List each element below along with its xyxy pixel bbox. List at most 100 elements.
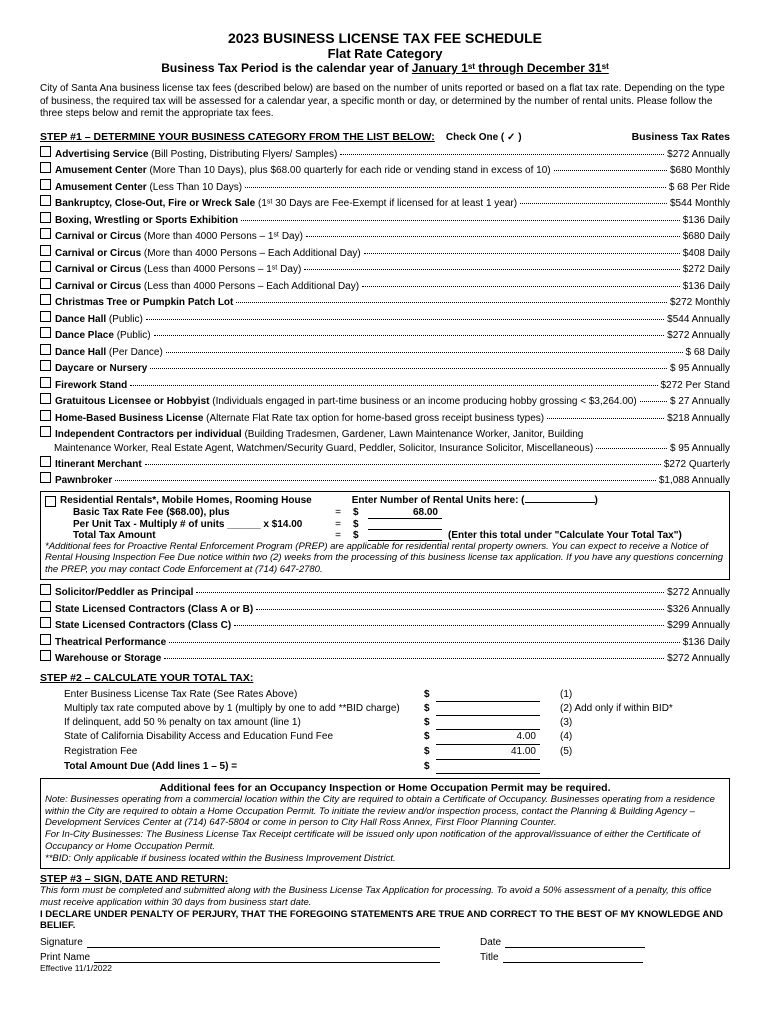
printname-field[interactable]: [94, 962, 440, 963]
item-name: Dance Hall: [55, 347, 106, 358]
calc-num: (1): [560, 688, 572, 702]
checkbox[interactable]: [40, 245, 51, 256]
notes-bid: **BID: Only applicable if business locat…: [45, 853, 725, 865]
checkbox[interactable]: [40, 212, 51, 223]
checkbox[interactable]: [40, 601, 51, 612]
calc-num: (4): [560, 730, 572, 745]
checkbox[interactable]: [45, 496, 56, 507]
checkbox[interactable]: [40, 179, 51, 190]
checkbox[interactable]: [40, 344, 51, 355]
category-row: Boxing, Wrestling or Sports Exhibition$1…: [40, 211, 730, 228]
title-field[interactable]: [503, 962, 643, 963]
item-rate: $ 27 Annually: [670, 395, 730, 409]
item-rate: $408 Daily: [683, 247, 730, 261]
total-tax-val[interactable]: [368, 530, 442, 541]
category-row: Gratuitous Licensee or Hobbyist (Individ…: [40, 392, 730, 409]
rental-box: Residential Rentals*, Mobile Homes, Room…: [40, 491, 730, 581]
checkbox[interactable]: [40, 146, 51, 157]
checkbox[interactable]: [40, 377, 51, 388]
category-row: Christmas Tree or Pumpkin Patch Lot$272 …: [40, 293, 730, 310]
checkbox[interactable]: [40, 584, 51, 595]
calc-val[interactable]: 4.00: [436, 730, 540, 745]
item-name: Theatrical Performance: [55, 637, 166, 648]
checkbox[interactable]: [40, 162, 51, 173]
item-rate: $1,088 Annually: [659, 474, 730, 488]
checkbox[interactable]: [40, 472, 51, 483]
category-row: Warehouse or Storage$272 Annually: [40, 649, 730, 666]
checkbox[interactable]: [40, 393, 51, 404]
notes-incity: For In-City Businesses: The Business Lic…: [45, 829, 725, 853]
checkbox[interactable]: [40, 650, 51, 661]
calc-val[interactable]: [436, 688, 540, 702]
checkbox[interactable]: [40, 456, 51, 467]
check-one: Check One ( ✓ ): [446, 132, 522, 143]
category-row: Bankruptcy, Close-Out, Fire or Wreck Sal…: [40, 194, 730, 211]
category-row: Itinerant Merchant $272 Quarterly: [40, 455, 730, 472]
checkbox[interactable]: [40, 617, 51, 628]
total-tax-label: Total Tax Amount: [73, 530, 323, 541]
item-desc: (1ˢᵗ 30 Days are Fee-Exempt if licensed …: [255, 198, 517, 209]
calc-val[interactable]: 41.00: [436, 745, 540, 760]
title-label: Title: [480, 952, 499, 963]
signature-field[interactable]: [87, 947, 440, 948]
unit-tax-val[interactable]: [368, 519, 442, 530]
period-prefix: Business Tax Period is the calendar year…: [161, 61, 412, 75]
checkbox[interactable]: [40, 426, 51, 437]
notes-body: Note: Businesses operating from a commer…: [45, 794, 725, 830]
item-name: State Licensed Contractors (Class C): [55, 620, 231, 631]
step3-text: This form must be completed and submitte…: [40, 885, 730, 909]
calc-num: (5): [560, 745, 572, 760]
checkbox[interactable]: [40, 278, 51, 289]
basic-rate-label: Basic Tax Rate Fee ($68.00), plus: [73, 507, 323, 519]
item-name: Itinerant Merchant: [55, 459, 142, 470]
calc-row: Registration Fee$41.00(5): [64, 745, 730, 760]
item-name: Gratuitous Licensee or Hobbyist: [55, 396, 209, 407]
item-desc: (More Than 10 Days), plus $68.00 quarter…: [147, 165, 551, 176]
calc-val[interactable]: [436, 702, 540, 716]
item-name: Warehouse or Storage: [55, 653, 161, 664]
rates-label: Business Tax Rates: [632, 131, 730, 143]
item-rate: $272 Annually: [667, 329, 730, 343]
date-field[interactable]: [505, 947, 645, 948]
total-due-label: Total Amount Due (Add lines 1 – 5) =: [64, 760, 424, 774]
checkbox[interactable]: [40, 195, 51, 206]
category-row: Pawnbroker $1,088 Annually: [40, 471, 730, 488]
calc-row: Enter Business License Tax Rate (See Rat…: [64, 688, 730, 702]
item-name: Bankruptcy, Close-Out, Fire or Wreck Sal…: [55, 198, 255, 209]
checkbox[interactable]: [40, 311, 51, 322]
category-row: Carnival or Circus (More than 4000 Perso…: [40, 244, 730, 261]
calc-num: (3): [560, 716, 572, 730]
checkbox[interactable]: [40, 228, 51, 239]
rental-name: Residential Rentals*, Mobile Homes, Room…: [60, 495, 312, 507]
item-rate: $272 Annually: [667, 148, 730, 162]
checkbox[interactable]: [40, 327, 51, 338]
basic-rate-val: 68.00: [368, 507, 442, 519]
signature-label: Signature: [40, 937, 83, 948]
rental-note: *Additional fees for Proactive Rental En…: [45, 541, 725, 577]
item-desc: (More than 4000 Persons – Each Additiona…: [141, 248, 361, 259]
checkbox[interactable]: [40, 410, 51, 421]
item-desc: (Public): [114, 330, 151, 341]
printname-label: Print Name: [40, 952, 90, 963]
item-rate: $680 Daily: [683, 230, 730, 244]
independent-desc2: Maintenance Worker, Real Estate Agent, W…: [54, 442, 593, 455]
rental-enter: Enter Number of Rental Units here: (): [352, 495, 598, 507]
item-name: Pawnbroker: [55, 475, 112, 486]
item-desc: (Bill Posting, Distributing Flyers/ Samp…: [148, 149, 337, 160]
checkbox[interactable]: [40, 261, 51, 272]
checkbox[interactable]: [40, 294, 51, 305]
item-rate: $ 95 Annually: [670, 362, 730, 376]
calc-val[interactable]: [436, 716, 540, 730]
total-due-val[interactable]: [436, 760, 540, 774]
checkbox[interactable]: [40, 634, 51, 645]
date-label: Date: [480, 937, 501, 948]
item-rate: $272 Quarterly: [664, 458, 730, 472]
item-rate: $680 Monthly: [670, 164, 730, 178]
checkbox[interactable]: [40, 360, 51, 371]
calc-label: Multiply tax rate computed above by 1 (m…: [64, 702, 424, 716]
item-rate: $272 Daily: [683, 263, 730, 277]
item-desc: (Less than 4000 Persons – Each Additiona…: [141, 281, 359, 292]
unit-tax-label: Per Unit Tax - Multiply # of units _____…: [73, 519, 323, 530]
item-rate: $ 68 Per Ride: [669, 181, 730, 195]
category-row: Amusement Center (More Than 10 Days), pl…: [40, 161, 730, 178]
